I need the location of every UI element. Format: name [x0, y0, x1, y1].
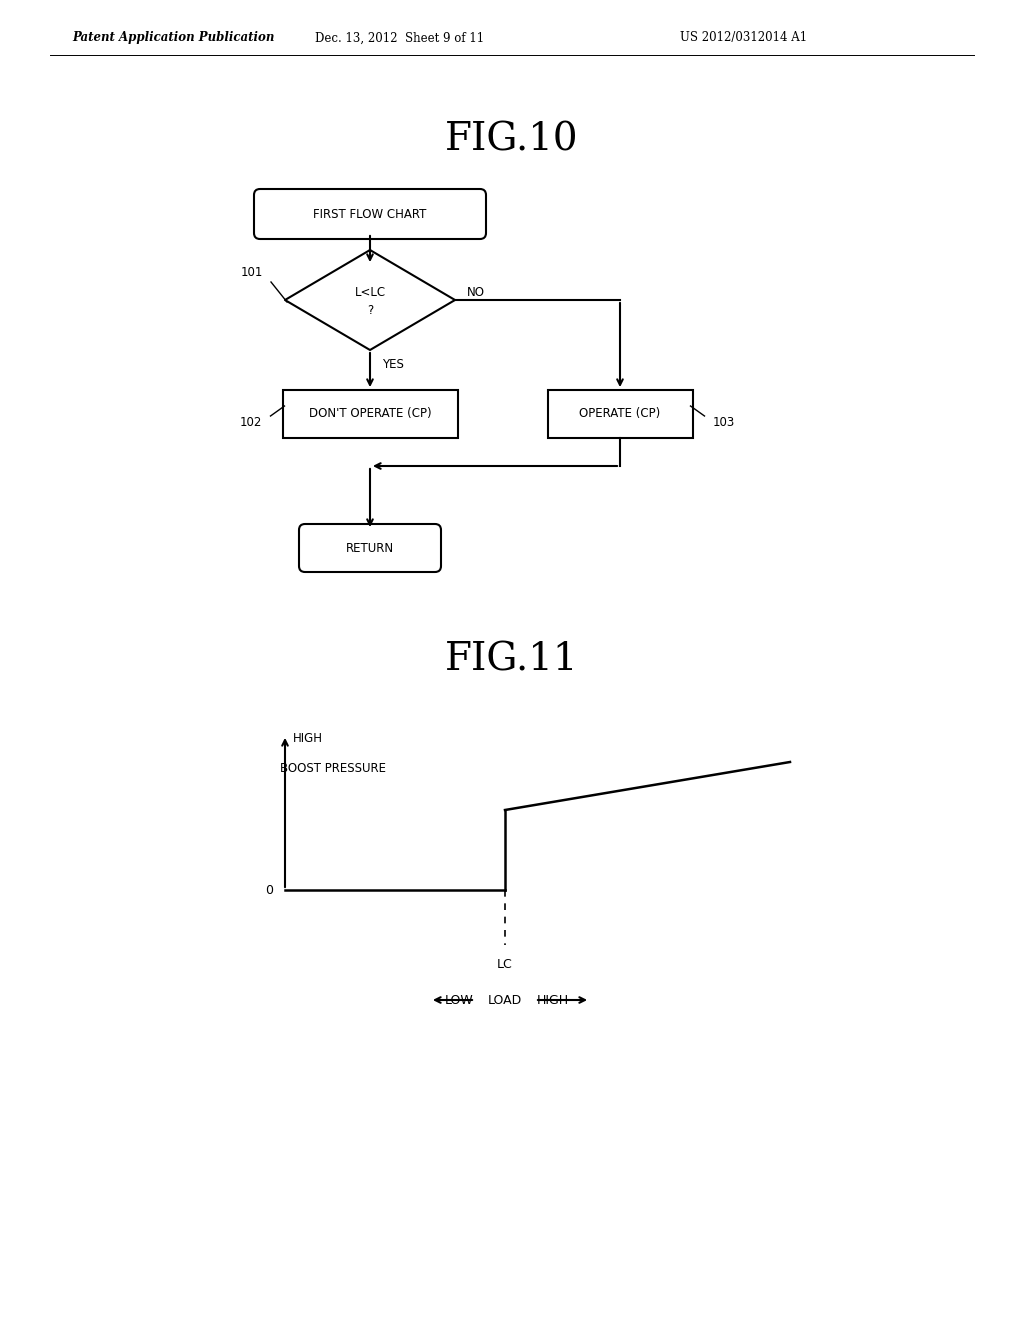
Text: FIG.11: FIG.11: [445, 642, 579, 678]
Text: Dec. 13, 2012  Sheet 9 of 11: Dec. 13, 2012 Sheet 9 of 11: [315, 32, 484, 45]
Bar: [548, 389, 692, 438]
FancyBboxPatch shape: [299, 524, 441, 572]
Text: 0: 0: [265, 883, 273, 896]
Text: ?: ?: [367, 304, 373, 317]
Text: RETURN: RETURN: [346, 541, 394, 554]
Text: LOAD: LOAD: [487, 994, 522, 1006]
Bar: [283, 389, 458, 438]
Text: Patent Application Publication: Patent Application Publication: [72, 32, 274, 45]
Text: BOOST PRESSURE: BOOST PRESSURE: [280, 762, 386, 775]
Text: L<LC: L<LC: [354, 285, 386, 298]
Text: HIGH: HIGH: [537, 994, 569, 1006]
Text: 103: 103: [713, 416, 735, 429]
Text: DON'T OPERATE (CP): DON'T OPERATE (CP): [308, 408, 431, 421]
Text: LC: LC: [497, 958, 513, 972]
Text: HIGH: HIGH: [293, 733, 323, 744]
Text: LOW: LOW: [444, 994, 473, 1006]
Text: 102: 102: [240, 416, 262, 429]
FancyBboxPatch shape: [254, 189, 486, 239]
Text: US 2012/0312014 A1: US 2012/0312014 A1: [680, 32, 807, 45]
Text: FIRST FLOW CHART: FIRST FLOW CHART: [313, 207, 427, 220]
Text: 101: 101: [241, 265, 263, 279]
Text: YES: YES: [382, 358, 403, 371]
Text: OPERATE (CP): OPERATE (CP): [580, 408, 660, 421]
Text: FIG.10: FIG.10: [445, 121, 579, 158]
Text: NO: NO: [467, 285, 485, 298]
